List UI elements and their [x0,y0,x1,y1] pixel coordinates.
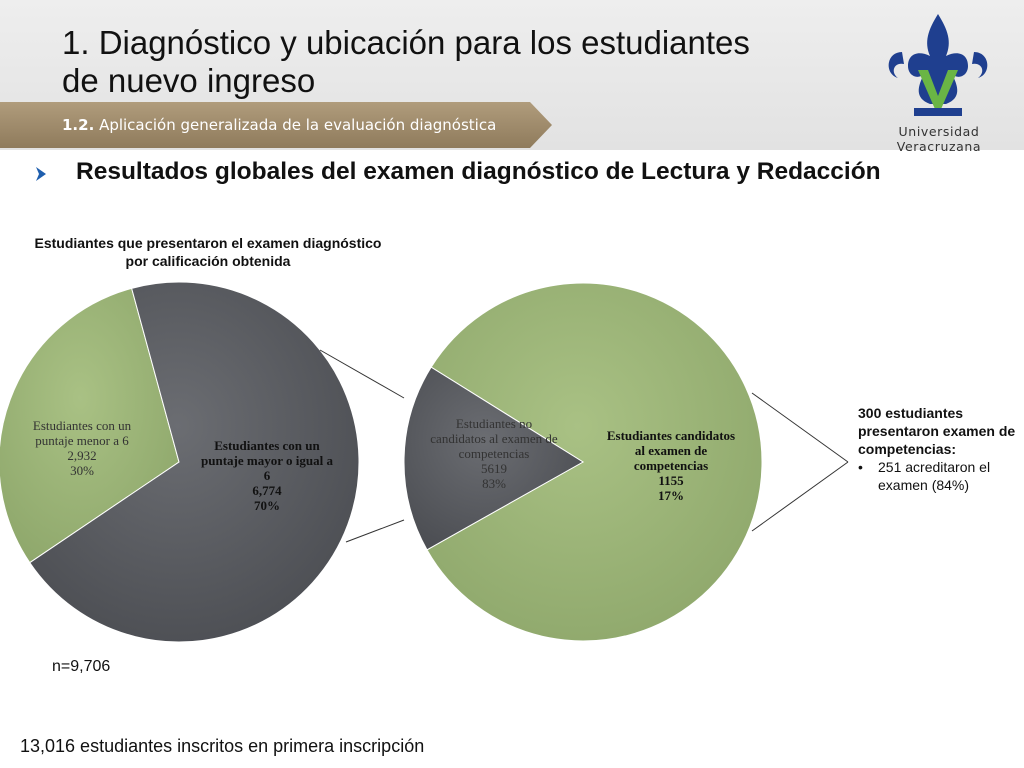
page-title-line1: 1. Diagnóstico y ubicación para los estu… [62,24,750,61]
university-logo-icon [888,14,988,116]
pie1-slice-2-label: Estudiantes con un puntaje mayor o igual … [201,438,333,513]
sample-size-label: n=9,706 [52,658,111,675]
page-title-line2: de nuevo ingreso [62,62,316,99]
pie2-slice-1-label: Estudiantes no candidatos al examen de com… [430,416,558,491]
note-list: 251 acreditaron el examen (84%) [858,458,1018,494]
pie2-slice-2 [403,366,584,551]
pie1-slice-1 [0,287,180,564]
pie2-slice-1 [426,282,763,642]
connector-line-1 [319,349,405,399]
subtitle-bar-shape [0,102,552,148]
page-title: 1. Diagnóstico y ubicación para los estu… [62,24,862,100]
competency-note: 300 estudiantes presentaron examen de co… [858,404,1018,494]
pie2-slice-2-label: Estudiantes candidatos al examen de compet… [607,428,735,503]
footer-text: 13,016 estudiantes inscritos en primera … [20,736,425,756]
logo-text: Universidad Veracruzana [896,124,982,154]
note-bullet: 251 acreditaron el examen (84%) [858,458,1018,494]
subtitle-number: 1.2. [62,116,95,134]
pie-charts: Estudiantes con un puntaje menor a 6 2,932… [0,281,849,643]
subtitle: 1.2. Aplicación generalizada de la evalu… [62,116,496,134]
subtitle-bar [0,102,552,148]
note-head: 300 estudiantes presentaron examen de co… [858,405,1016,457]
section-title: Resultados globales del examen diagnósti… [76,158,881,185]
connector-line-2 [345,519,405,543]
pie1-slice-1-label: Estudiantes con un puntaje menor a 6 2,932… [33,418,132,478]
chart-title: Estudiantes que presentaron el examen di… [34,235,382,269]
connector-line-3 [751,392,849,463]
connector-line-4 [751,461,849,532]
chevron-right-icon [36,167,46,181]
subtitle-text: Aplicación generalizada de la evaluación… [99,116,497,134]
pie1-slice-2 [29,281,360,643]
